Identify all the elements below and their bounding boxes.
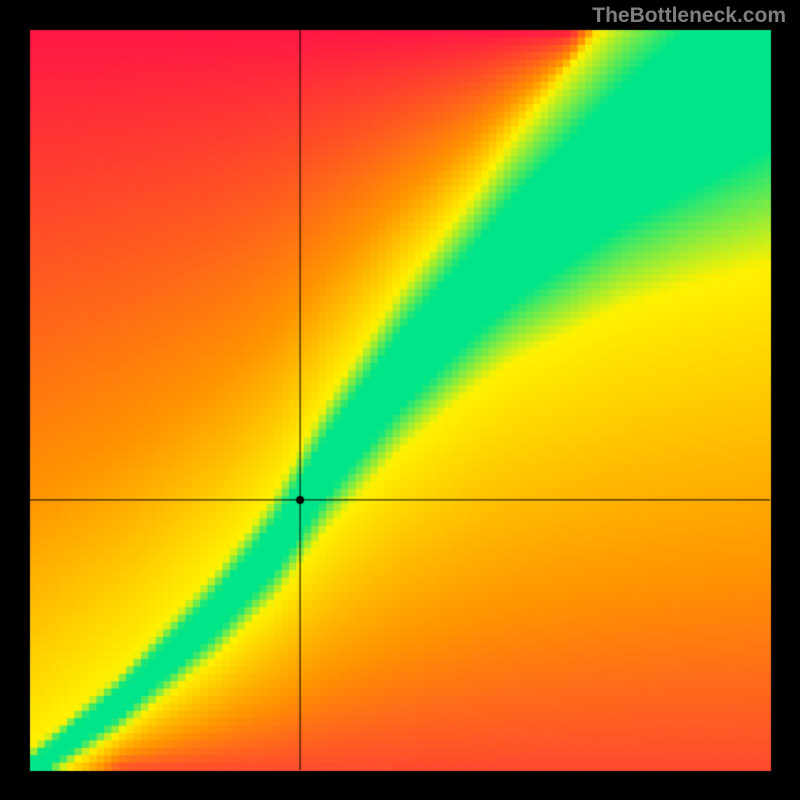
heatmap-canvas [0,0,800,800]
bottleneck-heatmap: TheBottleneck.com [0,0,800,800]
watermark-text: TheBottleneck.com [592,4,786,28]
